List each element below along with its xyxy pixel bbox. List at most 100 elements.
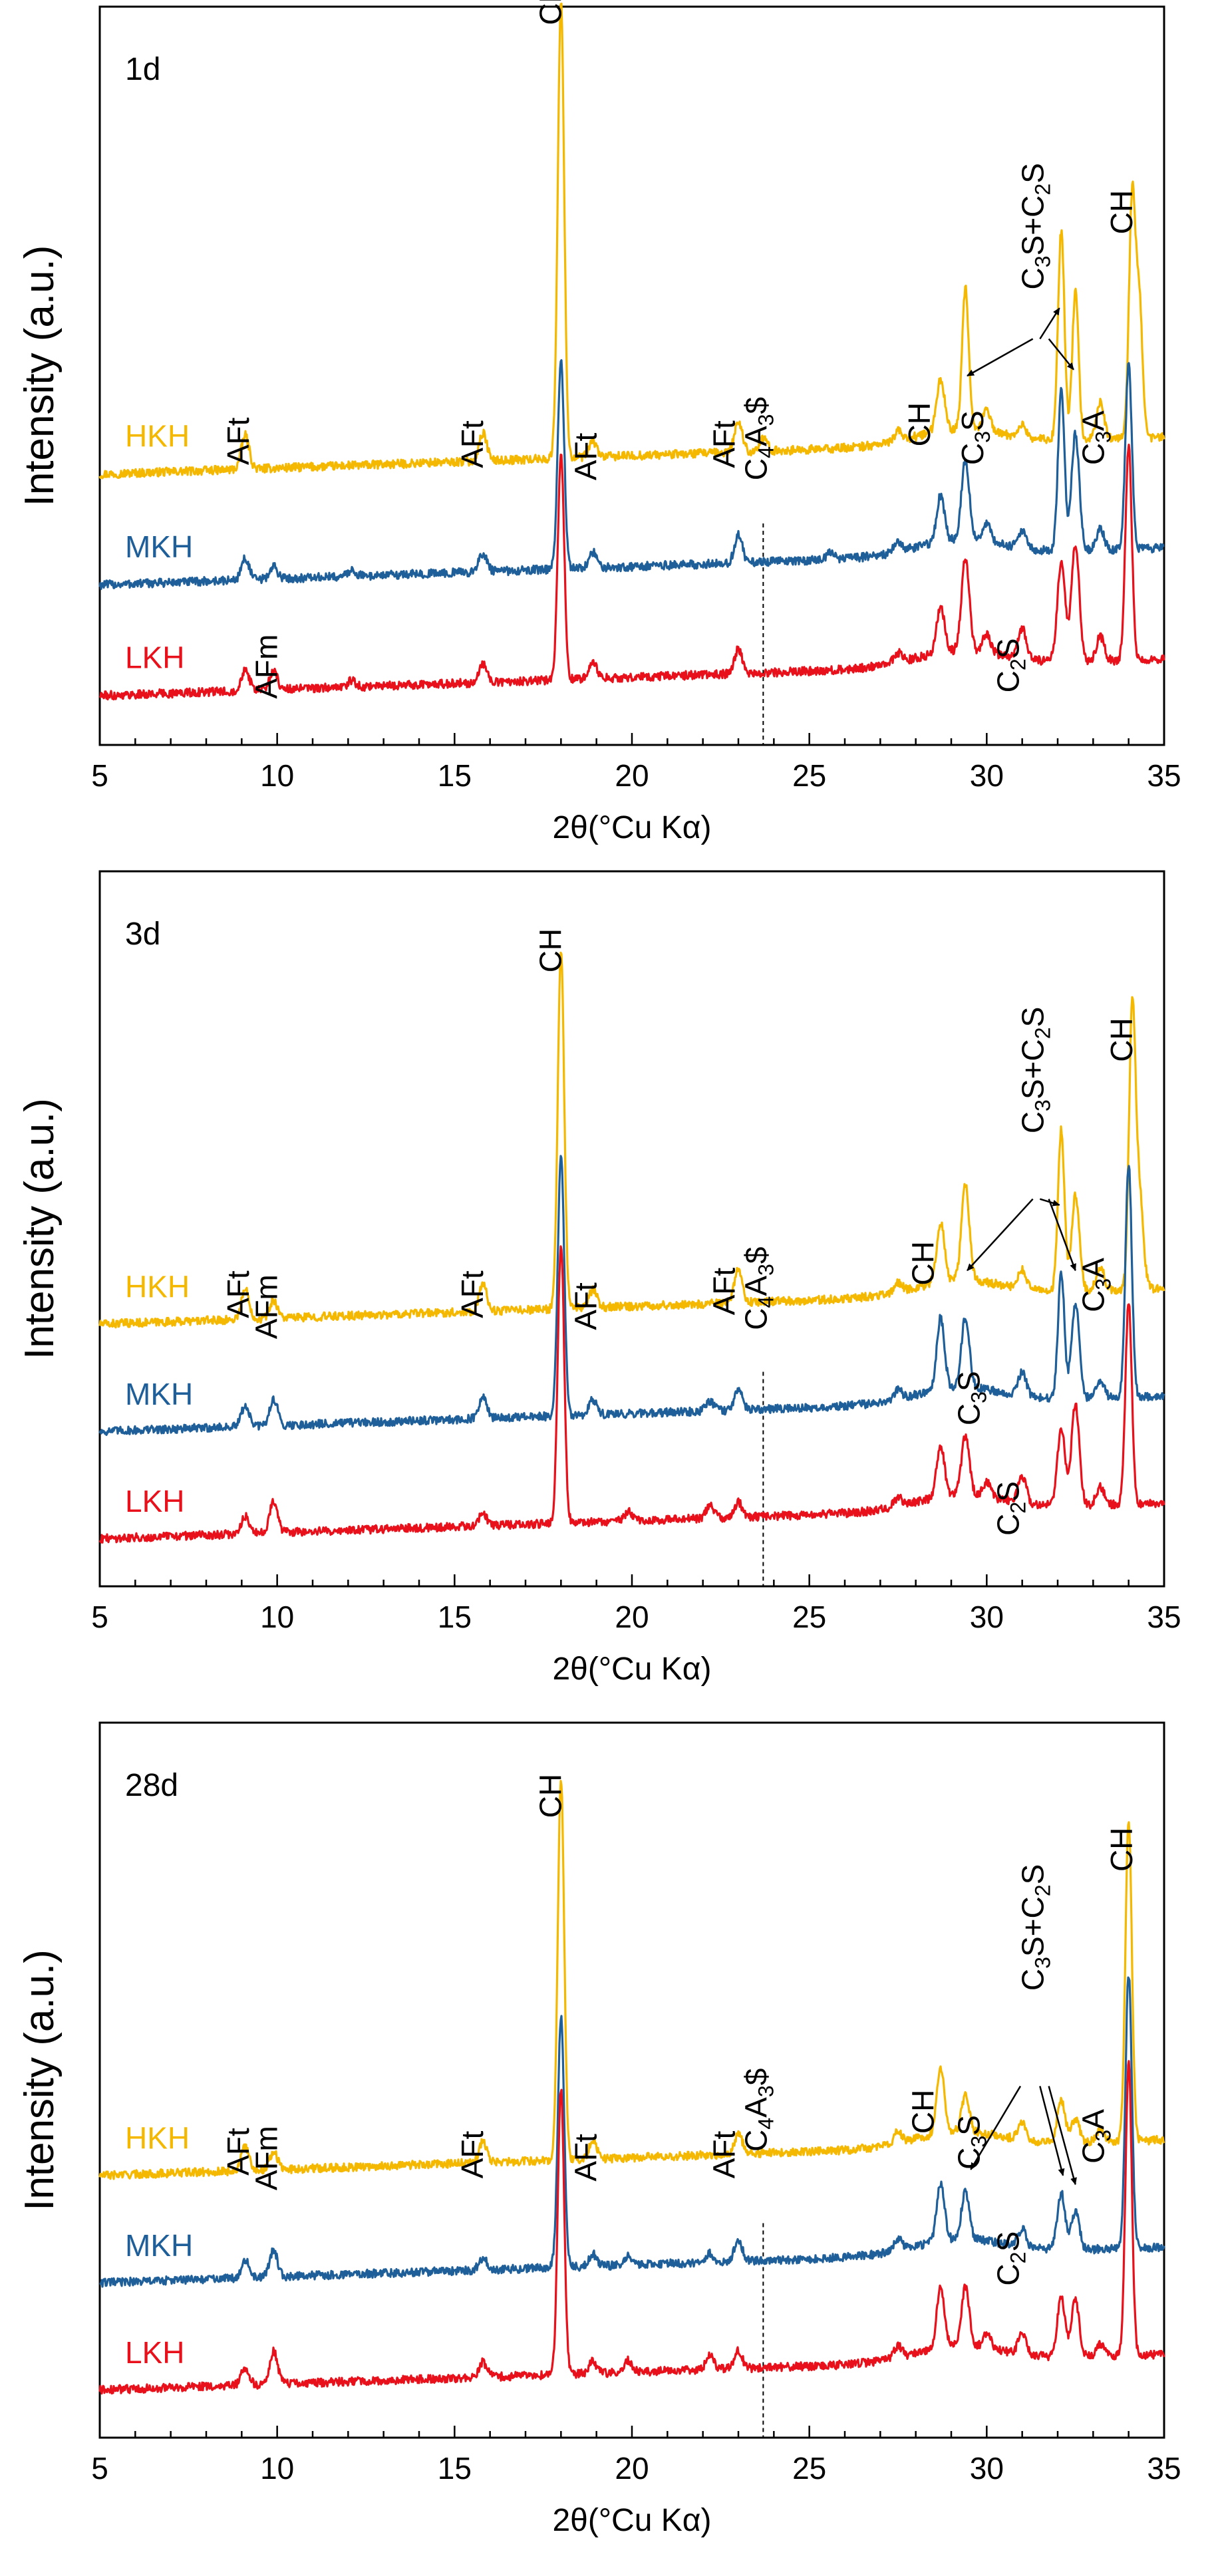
peak-annotation: CH <box>1104 1018 1139 1062</box>
xrd-panel-3d: 5 10 15 20 25 30 35 2θ(°Cu Kα) Intensity (a.u.) 3… <box>17 870 1181 1687</box>
peak-annotation: AFt <box>455 2131 490 2179</box>
annotation-arrow <box>967 338 1034 377</box>
x-tick-label: 20 <box>615 2451 649 2486</box>
x-tick-label: 25 <box>792 758 826 793</box>
peak-annotation: CH <box>905 2090 940 2134</box>
x-axis-label: 2θ(°Cu Kα) <box>552 1651 711 1687</box>
peak-annotation: AFm <box>249 1274 284 1339</box>
peak-annotation: CH <box>533 1774 567 1818</box>
series-label-lkh: LKH <box>125 640 184 674</box>
x-tick-label: 5 <box>91 1600 108 1634</box>
peak-annotation: C3S <box>955 410 994 465</box>
x-tick-label: 20 <box>615 1600 649 1634</box>
x-tick-label: 35 <box>1147 2451 1181 2486</box>
peak-annotation: AFt <box>707 2131 742 2179</box>
x-tick-label: 10 <box>260 1600 294 1634</box>
series-label-lkh: LKH <box>125 1484 184 1518</box>
peak-annotation: C2S <box>990 2231 1030 2286</box>
series-line-mkh <box>99 1976 1165 2288</box>
panel-label: 3d <box>125 917 160 952</box>
x-axis-label: 2θ(°Cu Kα) <box>552 2503 711 2538</box>
series-line-mkh <box>98 359 1165 591</box>
series-label-hkh: HKH <box>125 1270 190 1304</box>
peak-annotation: C3S+C2S <box>1016 1864 1055 1991</box>
xrd-panel-1d: 5 10 15 20 25 30 35 2θ(°Cu Kα) Intensity (a.u.) 1… <box>17 0 1181 845</box>
peak-annotation: C3S <box>952 2115 991 2170</box>
peak-annotation: CH <box>1104 1828 1139 1872</box>
peak-annotation: AFt <box>569 2134 603 2182</box>
x-tick-label: 30 <box>970 2451 1004 2486</box>
annotation-arrow <box>1039 307 1060 340</box>
annotation-arrow <box>967 1198 1034 1272</box>
plot-frame <box>98 1721 1165 2439</box>
peak-annotation: C3S <box>952 1371 991 1425</box>
peak-annotation: AFm <box>249 635 284 699</box>
peak-annotation: CH <box>1104 190 1139 234</box>
x-tick-label: 10 <box>260 758 294 793</box>
peak-annotation: CH <box>902 402 937 446</box>
peak-annotation: AFt <box>221 1270 255 1318</box>
peak-annotation: CH <box>533 0 567 25</box>
y-axis-label: Intensity (a.u.) <box>17 1949 63 2211</box>
panel-label: 1d <box>125 52 160 87</box>
series-label-hkh: HKH <box>125 418 190 453</box>
annotation-arrow <box>970 2085 1022 2170</box>
series-label-lkh: LKH <box>125 2335 184 2370</box>
series-line-hkh <box>98 951 1165 1329</box>
peak-annotation: C4A3$ <box>739 1246 778 1330</box>
annotation-arrow <box>1039 2086 1065 2176</box>
x-axis-label: 2θ(°Cu Kα) <box>552 810 711 845</box>
peak-annotation: CH <box>905 1241 940 1285</box>
peak-annotation: C2S <box>990 639 1030 693</box>
series-line-lkh <box>98 444 1165 701</box>
panel-label: 28d <box>125 1768 178 1803</box>
x-tick-label: 15 <box>438 1600 472 1634</box>
series-label-mkh: MKH <box>125 1377 193 1411</box>
y-axis-label: Intensity (a.u.) <box>17 1098 63 1360</box>
annotation-arrow <box>1048 1199 1076 1272</box>
series-label-mkh: MKH <box>125 2228 193 2263</box>
peak-annotation: AFt <box>569 432 603 480</box>
series-line-lkh <box>98 1245 1165 1544</box>
annotation-arrow <box>1048 338 1074 370</box>
peak-annotation: AFt <box>707 420 742 468</box>
peak-annotation: AFt <box>221 2128 255 2176</box>
peak-annotation: AFt <box>455 1270 490 1318</box>
x-tick-label: 25 <box>792 1600 826 1634</box>
peak-annotation: C4A3$ <box>739 2069 778 2152</box>
plot-frame <box>98 5 1165 746</box>
peak-annotation: AFt <box>569 1282 603 1330</box>
x-tick-label: 35 <box>1147 758 1181 793</box>
peak-annotation: C3A <box>1076 2109 1115 2164</box>
series-label-mkh: MKH <box>125 529 193 564</box>
peak-annotation: C3A <box>1076 1258 1115 1312</box>
peak-annotation: AFt <box>221 417 255 465</box>
peak-annotation: AFt <box>455 420 490 468</box>
y-axis-label: Intensity (a.u.) <box>17 245 63 507</box>
peak-annotation: C2S <box>990 1481 1030 1536</box>
x-tick-label: 10 <box>260 2451 294 2486</box>
peak-annotation: C3A <box>1076 410 1115 465</box>
x-tick-label: 5 <box>91 2451 108 2486</box>
annotation-arrow <box>1048 2086 1077 2186</box>
peak-annotation: C3S+C2S <box>1016 163 1055 290</box>
series-line-hkh <box>98 2 1165 480</box>
x-tick-label: 5 <box>91 758 108 793</box>
series-line-lkh <box>98 2060 1165 2395</box>
xrd-panel-28d: 5 10 15 20 25 30 35 2θ(°Cu Kα) Intensity (a.u.) 2… <box>17 1721 1181 2538</box>
peak-annotation: C3S+C2S <box>1016 1007 1055 1134</box>
series-line-hkh <box>98 1780 1165 2180</box>
x-tick-label: 25 <box>792 2451 826 2486</box>
x-tick-label: 15 <box>438 758 472 793</box>
x-tick-label: 30 <box>970 1600 1004 1634</box>
peak-annotation: AFt <box>707 1268 742 1316</box>
series-label-hkh: HKH <box>125 2121 190 2156</box>
x-tick-label: 30 <box>970 758 1004 793</box>
series-line-mkh <box>98 1155 1165 1436</box>
peak-annotation: CH <box>533 929 567 972</box>
x-tick-label: 20 <box>615 758 649 793</box>
x-tick-label: 35 <box>1147 1600 1181 1634</box>
peak-annotation: AFm <box>249 2126 284 2190</box>
x-tick-label: 15 <box>438 2451 472 2486</box>
